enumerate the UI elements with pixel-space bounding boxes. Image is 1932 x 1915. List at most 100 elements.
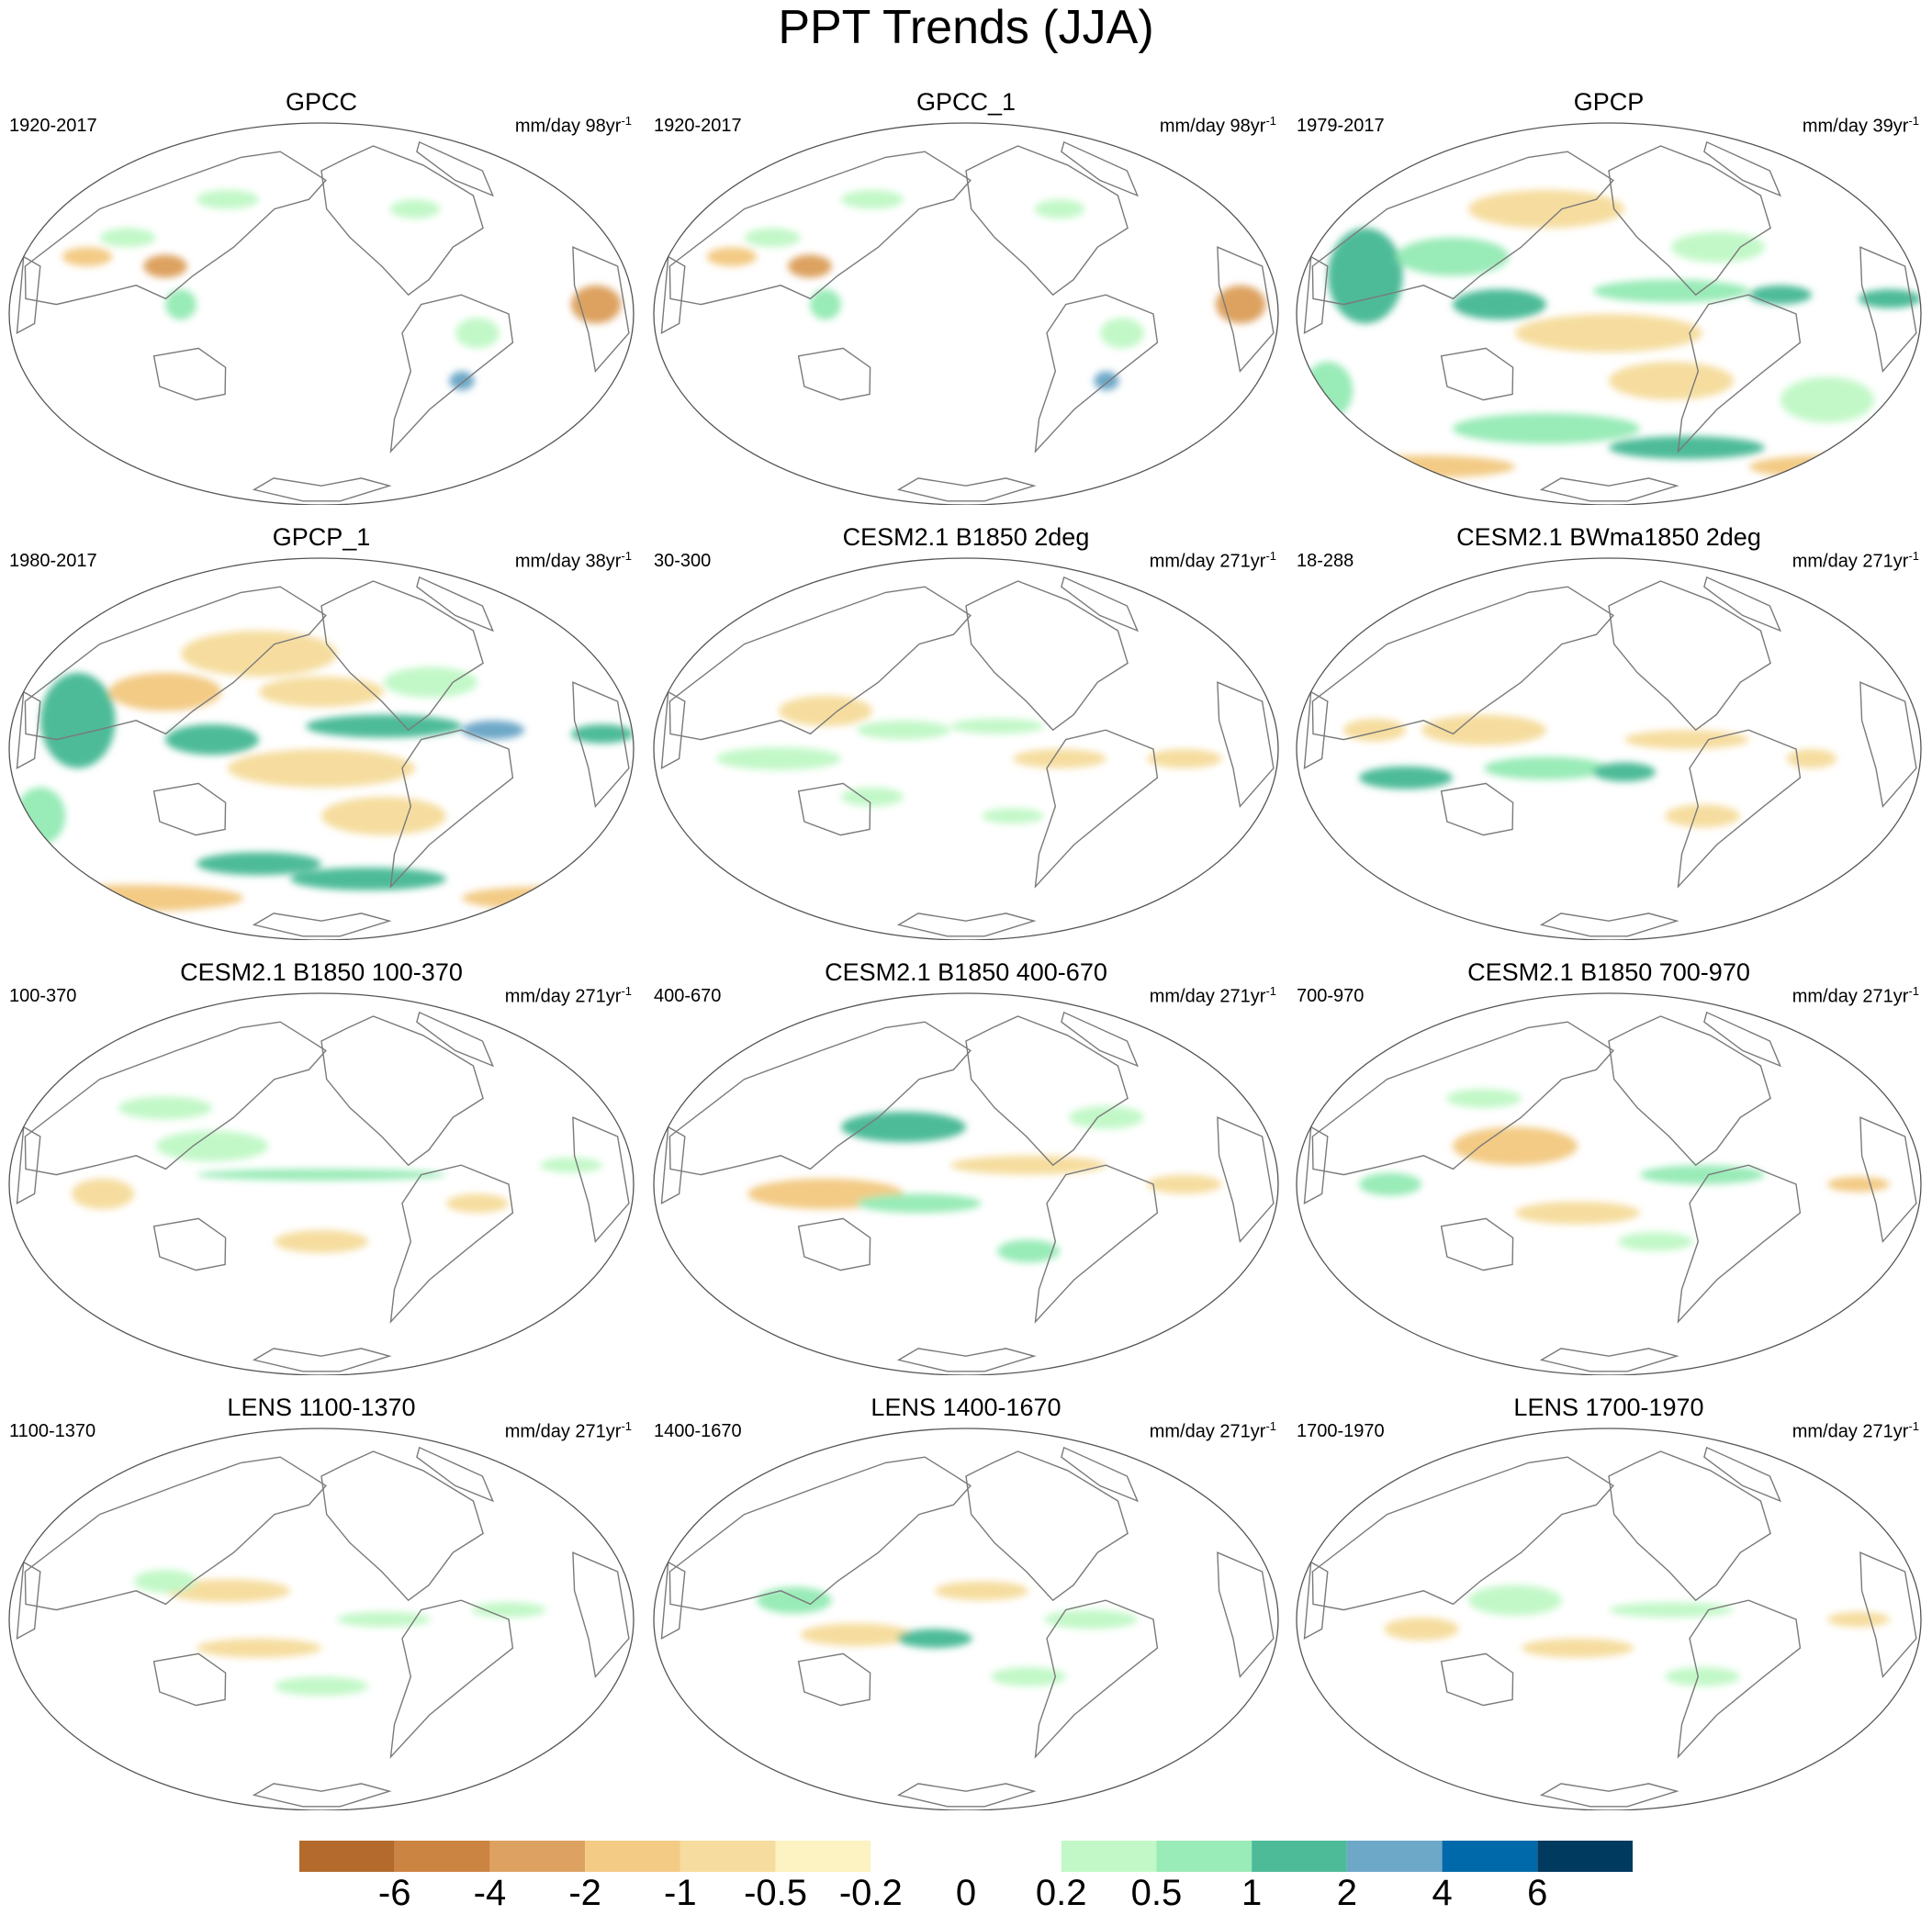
trend-region (1521, 1638, 1634, 1658)
trend-region (1609, 362, 1734, 400)
coastline (152, 782, 227, 836)
coastline (1859, 1551, 1917, 1678)
panel-units: mm/day 271yr-1 (1149, 549, 1276, 572)
trend-region (165, 723, 259, 756)
coastline (24, 1021, 327, 1176)
trend-region (1515, 1201, 1640, 1225)
trend-region (1786, 749, 1837, 768)
map-border (1296, 122, 1922, 505)
colorbar-swatch (1252, 1841, 1347, 1872)
coastline (965, 1015, 1129, 1167)
trend-region (1609, 1602, 1734, 1618)
trend-region (1618, 1232, 1693, 1251)
panel-title: GPCP_1 (272, 523, 371, 551)
trend-region (306, 714, 462, 738)
coastline (572, 246, 630, 373)
coastline (1311, 151, 1614, 306)
map-panel: LENS 1400-1670 1400-1670 mm/day 271yr-1 (645, 1390, 1287, 1821)
coastline (24, 586, 327, 741)
trend-region (841, 189, 904, 209)
trend-region (1147, 749, 1222, 768)
colorbar-swatch (775, 1841, 871, 1872)
trend-region (337, 1611, 431, 1628)
coastline (896, 477, 1037, 502)
panel-units: mm/day 271yr-1 (1149, 984, 1276, 1007)
coastline (1608, 1450, 1771, 1602)
trend-region (1359, 766, 1453, 790)
colorbar-tick-label: 2 (1336, 1873, 1357, 1913)
trend-region (197, 189, 259, 209)
coastline (896, 1348, 1037, 1372)
panel-title: CESM2.1 BWma1850 2deg (1456, 523, 1761, 551)
trend-region (197, 1169, 446, 1181)
trend-region (1749, 454, 1905, 478)
panel-title: LENS 1100-1370 (227, 1394, 416, 1421)
coastline (320, 1450, 484, 1602)
coastline (1440, 1652, 1514, 1707)
map-panel: GPCC 1920-2017 mm/day 98yr-1 (0, 84, 643, 516)
trend-region (897, 1629, 972, 1649)
panel-title: CESM2.1 B1850 2deg (842, 523, 1090, 551)
trend-region (165, 1579, 290, 1603)
trend-region (997, 1239, 1060, 1263)
robinson-map (8, 122, 635, 505)
panel-title: CESM2.1 B1850 700-970 (1467, 958, 1750, 986)
colorbar-tick-label: -1 (664, 1873, 697, 1913)
coastline (1034, 294, 1159, 454)
trend-region (155, 1130, 269, 1162)
coastline (668, 586, 972, 741)
trend-region (134, 1569, 197, 1593)
coastline (1608, 1015, 1771, 1167)
coastline (1539, 477, 1679, 502)
coastline (1311, 1456, 1614, 1611)
coastline (1859, 1116, 1917, 1243)
coastline (152, 347, 227, 401)
trend-region (181, 631, 337, 677)
coastline (320, 1015, 484, 1167)
trend-region (1624, 730, 1749, 749)
coastline (416, 1446, 494, 1503)
coastline (252, 913, 392, 937)
coastline (572, 1551, 630, 1678)
coastline (797, 347, 871, 401)
trend-region (716, 746, 841, 770)
colorbar-tick-label: -0.5 (744, 1873, 808, 1913)
trend-region (384, 666, 477, 698)
trend-region (1328, 228, 1403, 324)
panel-period: 30-300 (654, 551, 712, 571)
trend-region (471, 1602, 546, 1618)
panel-title: LENS 1400-1670 (871, 1394, 1061, 1421)
coastline (965, 145, 1129, 297)
trend-region (841, 1111, 966, 1143)
colorbar-tick-label: -2 (568, 1873, 601, 1913)
colorbar-swatch (966, 1841, 1061, 1872)
coastline (1677, 1164, 1802, 1324)
trend-region (1359, 1172, 1421, 1196)
trend-region (788, 254, 832, 278)
trend-region (1665, 804, 1740, 828)
coastline (1061, 140, 1139, 197)
panel-units: mm/day 271yr-1 (1792, 549, 1919, 572)
panel-units: mm/day 271yr-1 (1149, 1419, 1276, 1442)
trend-region (462, 720, 524, 740)
trend-region (197, 1638, 321, 1658)
trend-region (1044, 1609, 1138, 1629)
colorbar-tick-label: -4 (473, 1873, 507, 1913)
coastline (1608, 580, 1771, 732)
coastline (896, 913, 1037, 937)
trend-region (1453, 1126, 1578, 1166)
coastline (1703, 1011, 1781, 1068)
trend-region (857, 1193, 982, 1214)
coastline (1061, 576, 1139, 633)
coastline (416, 576, 494, 633)
colorbar-swatch (1346, 1841, 1443, 1872)
trend-region (706, 247, 758, 266)
trend-region (259, 676, 384, 708)
trend-region (1859, 288, 1921, 308)
map-panel: CESM2.1 B1850 100-370 100-370 mm/day 271yr… (0, 955, 643, 1386)
coastline (1217, 1551, 1275, 1678)
robinson-map (1296, 1428, 1922, 1810)
trend-region (1069, 1105, 1144, 1129)
trend-region (1396, 237, 1510, 276)
trend-region (1100, 318, 1144, 349)
